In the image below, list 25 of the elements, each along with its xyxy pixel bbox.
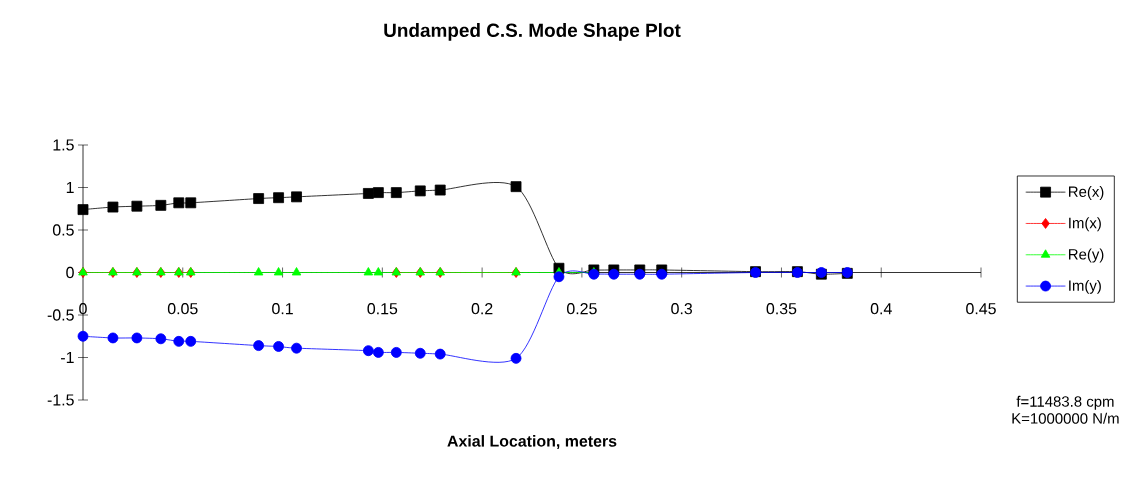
x-axis-title: Axial Location, meters [447, 435, 617, 450]
text: f=11483.8 cpm [1016, 395, 1114, 410]
x-tick-label: 0 [79, 303, 87, 315]
y-tick-label: 1.5 [53, 139, 74, 151]
x-tick-label: 0.45 [966, 303, 996, 315]
y-tick-label: -1 [61, 352, 74, 363]
x-tick-label: 0.3 [671, 303, 693, 315]
legend-label: Im(x) [1069, 217, 1101, 232]
x-tick-label: 0.25 [567, 303, 597, 315]
legend-label: Im(y) [1069, 279, 1101, 294]
x-tick-label: 0.05 [167, 303, 198, 315]
legend-label: Re(x) [1069, 185, 1104, 200]
y-tick-label: -1.5 [47, 394, 74, 406]
y-tick-label: 0 [66, 266, 74, 279]
chart-title: Undamped C.S. Mode Shape Plot [384, 23, 681, 41]
y-tick-label: 0.5 [52, 224, 74, 236]
x-tick-label: 0.4 [870, 303, 892, 315]
text: K=1000000 N/m [1012, 412, 1119, 424]
x-tick-label: 0.35 [766, 303, 797, 315]
y-tick-label: -0.5 [47, 309, 74, 321]
x-tick-label: 0.2 [471, 303, 493, 315]
y-tick-label: 1 [66, 182, 74, 193]
x-tick-label: 0.1 [272, 303, 293, 315]
legend-label: Re(y) [1069, 248, 1104, 263]
x-tick-label: 0.15 [367, 303, 398, 315]
